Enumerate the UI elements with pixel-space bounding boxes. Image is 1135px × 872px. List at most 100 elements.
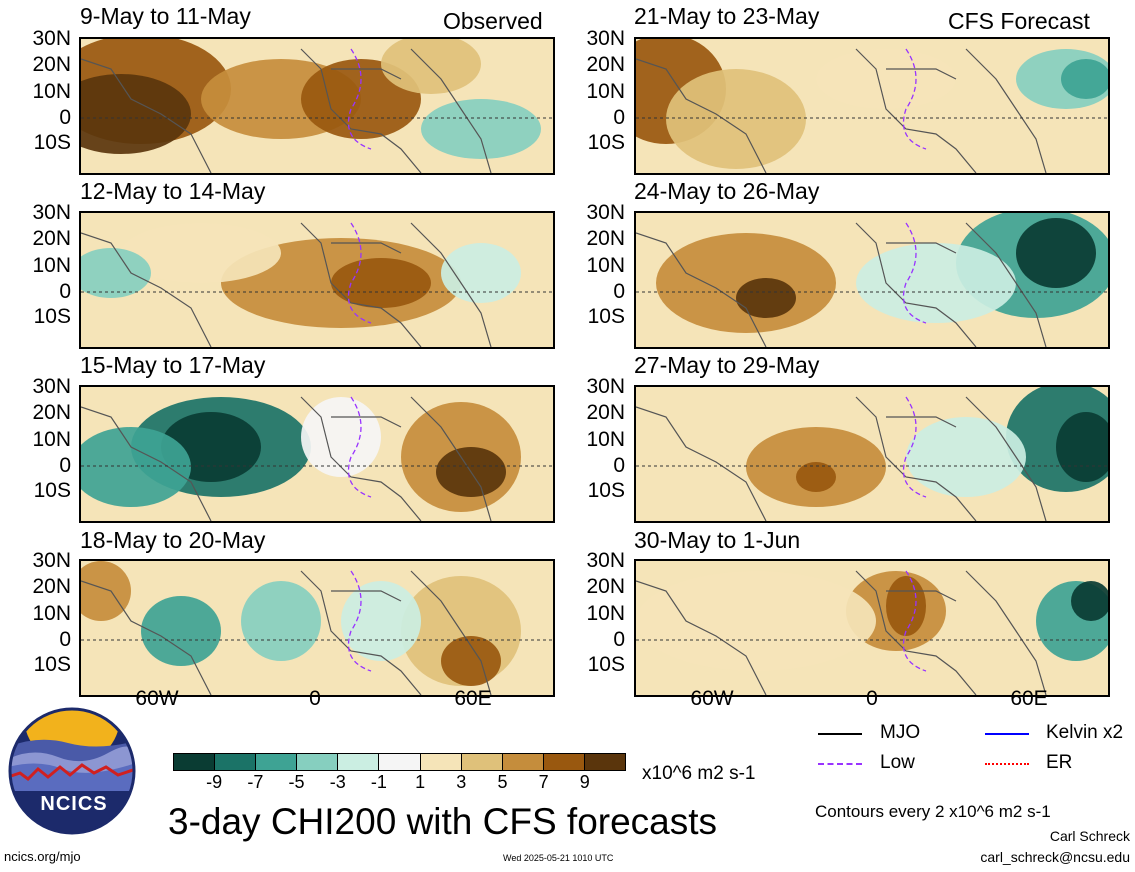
map-panel (634, 385, 1110, 523)
colorbar-swatch (461, 754, 503, 770)
lat-label: 20N (586, 227, 625, 251)
colorbar (173, 753, 626, 771)
author-name: Carl Schreck (1049, 828, 1130, 844)
colorbar-swatch (215, 754, 257, 770)
lat-label: 10N (586, 427, 625, 451)
colorbar-tick-label: -3 (329, 772, 346, 792)
panel-title-right-2: 24-May to 26-May (634, 178, 820, 204)
lat-label: 0 (613, 105, 625, 129)
panel-title-left-4: 18-May to 20-May (80, 527, 266, 553)
map-panel (79, 385, 555, 523)
logo-text: NCICS (40, 793, 108, 815)
lat-label: 30N (586, 27, 625, 50)
colorbar-tick-label: 1 (415, 772, 426, 792)
lat-label: 30N (586, 375, 625, 398)
lon-label-left-0: 0 (309, 687, 321, 710)
legend-line-mjo (818, 733, 862, 735)
colorbar-tick-label: 9 (579, 772, 590, 792)
contour-note: Contours every 2 x10^6 m2 s-1 (815, 802, 1051, 821)
forecast-tag: CFS Forecast (948, 8, 1090, 34)
legend-line-low (818, 763, 862, 765)
lat-label: 20N (32, 53, 71, 77)
colorbar-swatch (174, 754, 216, 770)
colorbar-swatch (379, 754, 421, 770)
panel-title-right-3: 27-May to 29-May (634, 352, 820, 378)
legend-line-er (985, 763, 1029, 765)
lat-label: 10S (587, 652, 625, 676)
lat-label: 10N (32, 601, 71, 625)
legend-label-kelvin: Kelvin x2 (1046, 722, 1124, 743)
lat-label: 10S (33, 652, 71, 676)
lat-label: 0 (59, 279, 71, 303)
lat-label: 20N (32, 401, 71, 425)
colorbar-swatch (297, 754, 339, 770)
lat-label: 20N (32, 227, 71, 251)
lon-label-right-60w: 60W (690, 687, 734, 710)
lat-label: 0 (59, 453, 71, 477)
lat-label: 30N (586, 549, 625, 572)
lat-label: 20N (586, 575, 625, 599)
panel-title-left-3: 15-May to 17-May (80, 352, 266, 378)
author-email: carl_schreck@ncsu.edu (980, 849, 1130, 865)
lat-label: 10N (32, 79, 71, 103)
legend-label-er: ER (1046, 752, 1073, 773)
lat-label: 10S (587, 130, 625, 154)
ncics-logo (8, 707, 136, 835)
lat-label: 30N (32, 549, 71, 572)
lat-label: 10S (33, 304, 71, 328)
site-url: ncics.org/mjo (4, 849, 81, 864)
colorbar-tick-label: -9 (206, 772, 223, 792)
lat-label: 10S (33, 130, 71, 154)
colorbar-swatch (420, 754, 462, 770)
lat-label: 10N (586, 601, 625, 625)
lat-label: 0 (613, 279, 625, 303)
legend-line-kelvin (985, 733, 1029, 735)
map-panel (634, 211, 1110, 349)
lat-label: 30N (32, 201, 71, 224)
lat-label: 30N (32, 375, 71, 398)
legend-label-mjo: MJO (880, 722, 921, 743)
map-panel (79, 37, 555, 175)
map-panel (634, 559, 1110, 697)
colorbar-swatch (502, 754, 544, 770)
main-title: 3-day CHI200 with CFS forecasts (168, 801, 718, 842)
legend-label-low: Low (880, 752, 915, 773)
lon-label-right-60e: 60E (1010, 687, 1048, 710)
lat-label: 20N (32, 575, 71, 599)
lat-label: 20N (586, 53, 625, 77)
map-panel (79, 559, 555, 697)
lat-label: 0 (613, 627, 625, 651)
lon-label-left-60e: 60E (454, 687, 492, 710)
colorbar-tick-label: 3 (456, 772, 467, 792)
lat-label: 10N (32, 427, 71, 451)
lat-label: 30N (32, 27, 71, 50)
panel-title-left-1: 9-May to 11-May (80, 3, 251, 29)
observed-tag: Observed (443, 8, 543, 34)
lat-label: 10S (33, 478, 71, 502)
colorbar-swatch (584, 754, 626, 770)
lon-label-right-0: 0 (866, 687, 878, 710)
map-panel (634, 37, 1110, 175)
lat-label: 10N (32, 253, 71, 277)
panel-title-right-4: 30-May to 1-Jun (634, 527, 801, 553)
colorbar-units: x10^6 m2 s-1 (642, 763, 756, 784)
lat-label: 10S (587, 304, 625, 328)
lat-label: 10N (586, 79, 625, 103)
lat-label: 10S (587, 478, 625, 502)
lat-label: 10N (586, 253, 625, 277)
panel-title-left-2: 12-May to 14-May (80, 178, 266, 204)
colorbar-swatch (338, 754, 380, 770)
lon-label-left-60w: 60W (135, 687, 179, 710)
timestamp: Wed 2025-05-21 1010 UTC (503, 853, 614, 863)
lat-label: 30N (586, 201, 625, 224)
colorbar-tick-label: 7 (538, 772, 549, 792)
colorbar-tick-label: -7 (247, 772, 264, 792)
panel-title-right-1: 21-May to 23-May (634, 3, 820, 29)
lat-label: 0 (613, 453, 625, 477)
colorbar-tick-label: -5 (288, 772, 305, 792)
colorbar-tick-label: -1 (370, 772, 387, 792)
map-panel (79, 211, 555, 349)
colorbar-tick-label: 5 (497, 772, 508, 792)
lat-label: 20N (586, 401, 625, 425)
colorbar-swatch (256, 754, 298, 770)
